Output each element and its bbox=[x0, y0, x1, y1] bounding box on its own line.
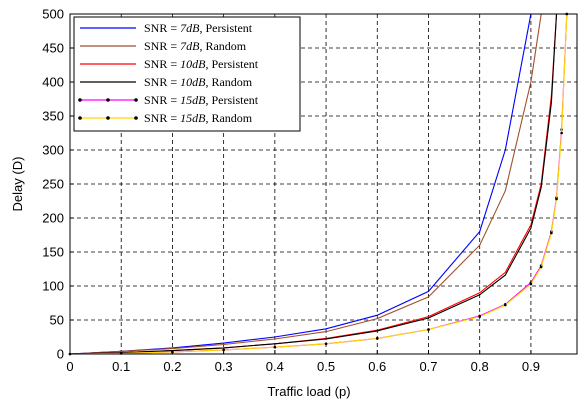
plot-frame bbox=[69, 13, 578, 355]
y-tick-label: 50 bbox=[50, 313, 64, 328]
x-tick-label: 0.4 bbox=[266, 359, 284, 374]
data-point bbox=[375, 337, 379, 340]
x-tick-label: 0.6 bbox=[368, 359, 386, 374]
data-point bbox=[550, 231, 553, 235]
y-tick-label: 250 bbox=[42, 177, 64, 192]
legend-label: SNR = 15dB, Random bbox=[144, 111, 253, 125]
x-tick-labels: 0 0.1 0.2 0.3 0.4 0.5 0.6 0.7 0.8 0.9 bbox=[66, 359, 540, 374]
legend-marker bbox=[106, 98, 110, 102]
y-tick-label: 200 bbox=[42, 211, 64, 226]
x-tick-label: 0.1 bbox=[112, 359, 130, 374]
legend-marker bbox=[78, 116, 82, 120]
y-tick-label: 300 bbox=[42, 143, 64, 158]
x-tick-label: 0.2 bbox=[163, 359, 181, 374]
legend-label: SNR = 7dB, Persistent bbox=[144, 21, 253, 35]
legend: SNR = 7dB, Persistent SNR = 7dB, Random SN… bbox=[73, 16, 301, 132]
y-tick-label: 500 bbox=[42, 7, 64, 22]
series-line-snr-15db-random bbox=[69, 13, 568, 355]
data-point bbox=[504, 303, 507, 307]
y-tick-label: 150 bbox=[42, 245, 64, 260]
y-tick-labels: 0 50 100 150 200 250 300 350 400 450 500 bbox=[42, 7, 64, 362]
data-point bbox=[478, 315, 481, 318]
data-point bbox=[529, 282, 533, 286]
legend-box bbox=[73, 16, 301, 132]
legend-label: SNR = 10dB, Random bbox=[144, 75, 253, 89]
series-line-snr-7db-random bbox=[69, 13, 542, 355]
x-tick-label: 0.8 bbox=[471, 359, 489, 374]
data-point bbox=[555, 197, 558, 201]
y-tick-label: 100 bbox=[42, 279, 64, 294]
x-tick-label: 0.3 bbox=[215, 359, 233, 374]
data-point bbox=[171, 350, 174, 354]
y-tick-label: 450 bbox=[42, 41, 64, 56]
legend-marker bbox=[106, 116, 110, 120]
legend-marker bbox=[134, 98, 138, 102]
y-tick-label: 350 bbox=[42, 109, 64, 124]
data-point bbox=[560, 131, 563, 135]
data-point bbox=[539, 265, 543, 269]
data-point bbox=[427, 328, 430, 331]
y-axis-label: Delay (D) bbox=[10, 157, 25, 212]
series-line-snr-10db-random bbox=[69, 13, 558, 355]
data-point bbox=[273, 345, 277, 349]
data-point bbox=[324, 342, 328, 346]
x-tick-label: 0.7 bbox=[419, 359, 437, 374]
series-layer bbox=[68, 12, 569, 356]
x-tick-label: 0 bbox=[66, 359, 73, 374]
x-axis-label: Traffic load (p) bbox=[267, 384, 350, 399]
legend-label: SNR = 7dB, Random bbox=[144, 39, 247, 53]
legend-marker bbox=[134, 116, 138, 120]
y-tick-label: 0 bbox=[57, 347, 64, 362]
x-tick-label: 0.5 bbox=[317, 359, 335, 374]
data-point bbox=[222, 348, 225, 352]
legend-label: SNR = 15dB, Persistent bbox=[144, 93, 259, 107]
legend-marker bbox=[78, 98, 82, 102]
y-tick-label: 400 bbox=[42, 75, 64, 90]
x-tick-label: 0.9 bbox=[522, 359, 540, 374]
legend-label: SNR = 10dB, Persistent bbox=[144, 57, 259, 71]
